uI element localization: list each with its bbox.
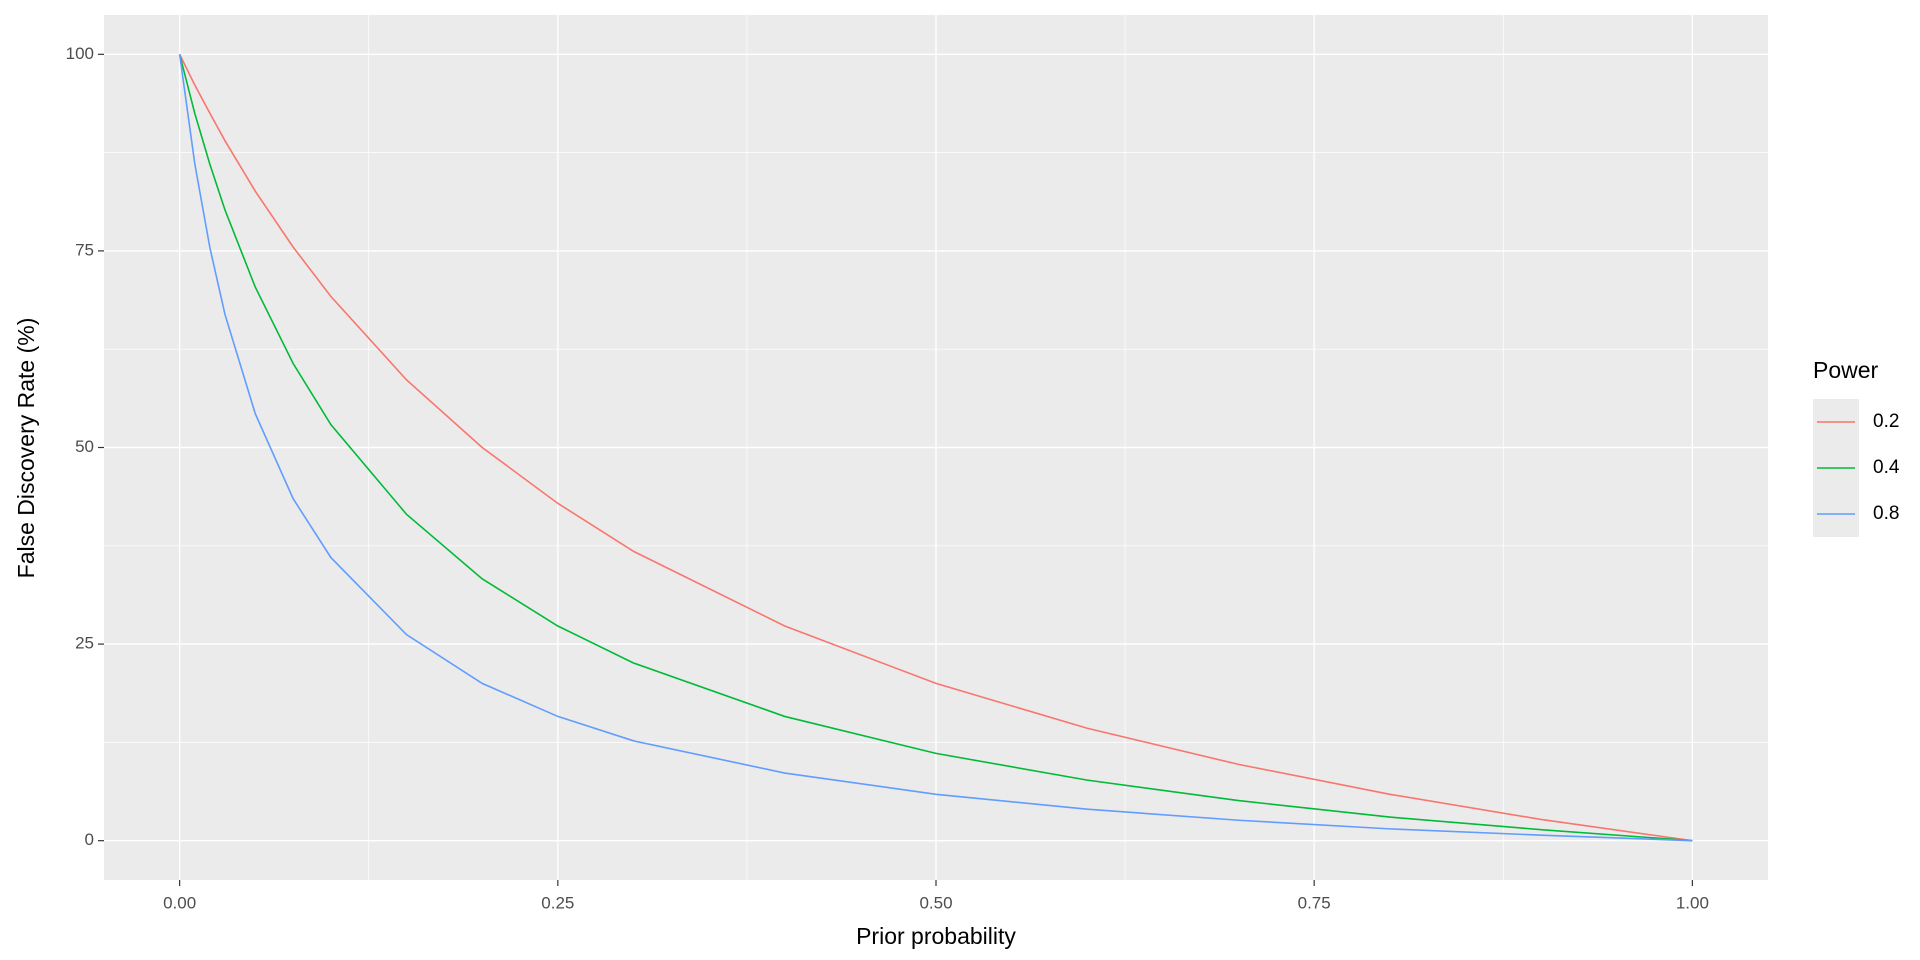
x-tick-label: 0.75 <box>1298 893 1331 912</box>
x-tick-label: 0.00 <box>163 893 196 912</box>
y-tick-label: 75 <box>75 240 94 259</box>
y-axis-title: False Discovery Rate (%) <box>13 318 39 579</box>
series-line <box>178 54 1693 842</box>
legend-title: Power <box>1813 357 1879 383</box>
legend-label: 0.8 <box>1873 503 1899 524</box>
y-tick-label: 0 <box>85 830 94 849</box>
y-tick-label: 100 <box>66 44 94 63</box>
x-axis-title: Prior probability <box>856 923 1016 949</box>
x-tick-label: 0.25 <box>541 893 574 912</box>
series-line <box>178 53 1693 842</box>
y-tick-label: 50 <box>75 437 94 456</box>
x-tick-label: 1.00 <box>1676 893 1709 912</box>
legend-label: 0.4 <box>1873 457 1900 478</box>
x-tick-label: 0.50 <box>919 893 952 912</box>
series-line <box>178 54 1693 842</box>
legend-label: 0.2 <box>1873 411 1899 432</box>
y-tick-label: 25 <box>75 634 94 653</box>
